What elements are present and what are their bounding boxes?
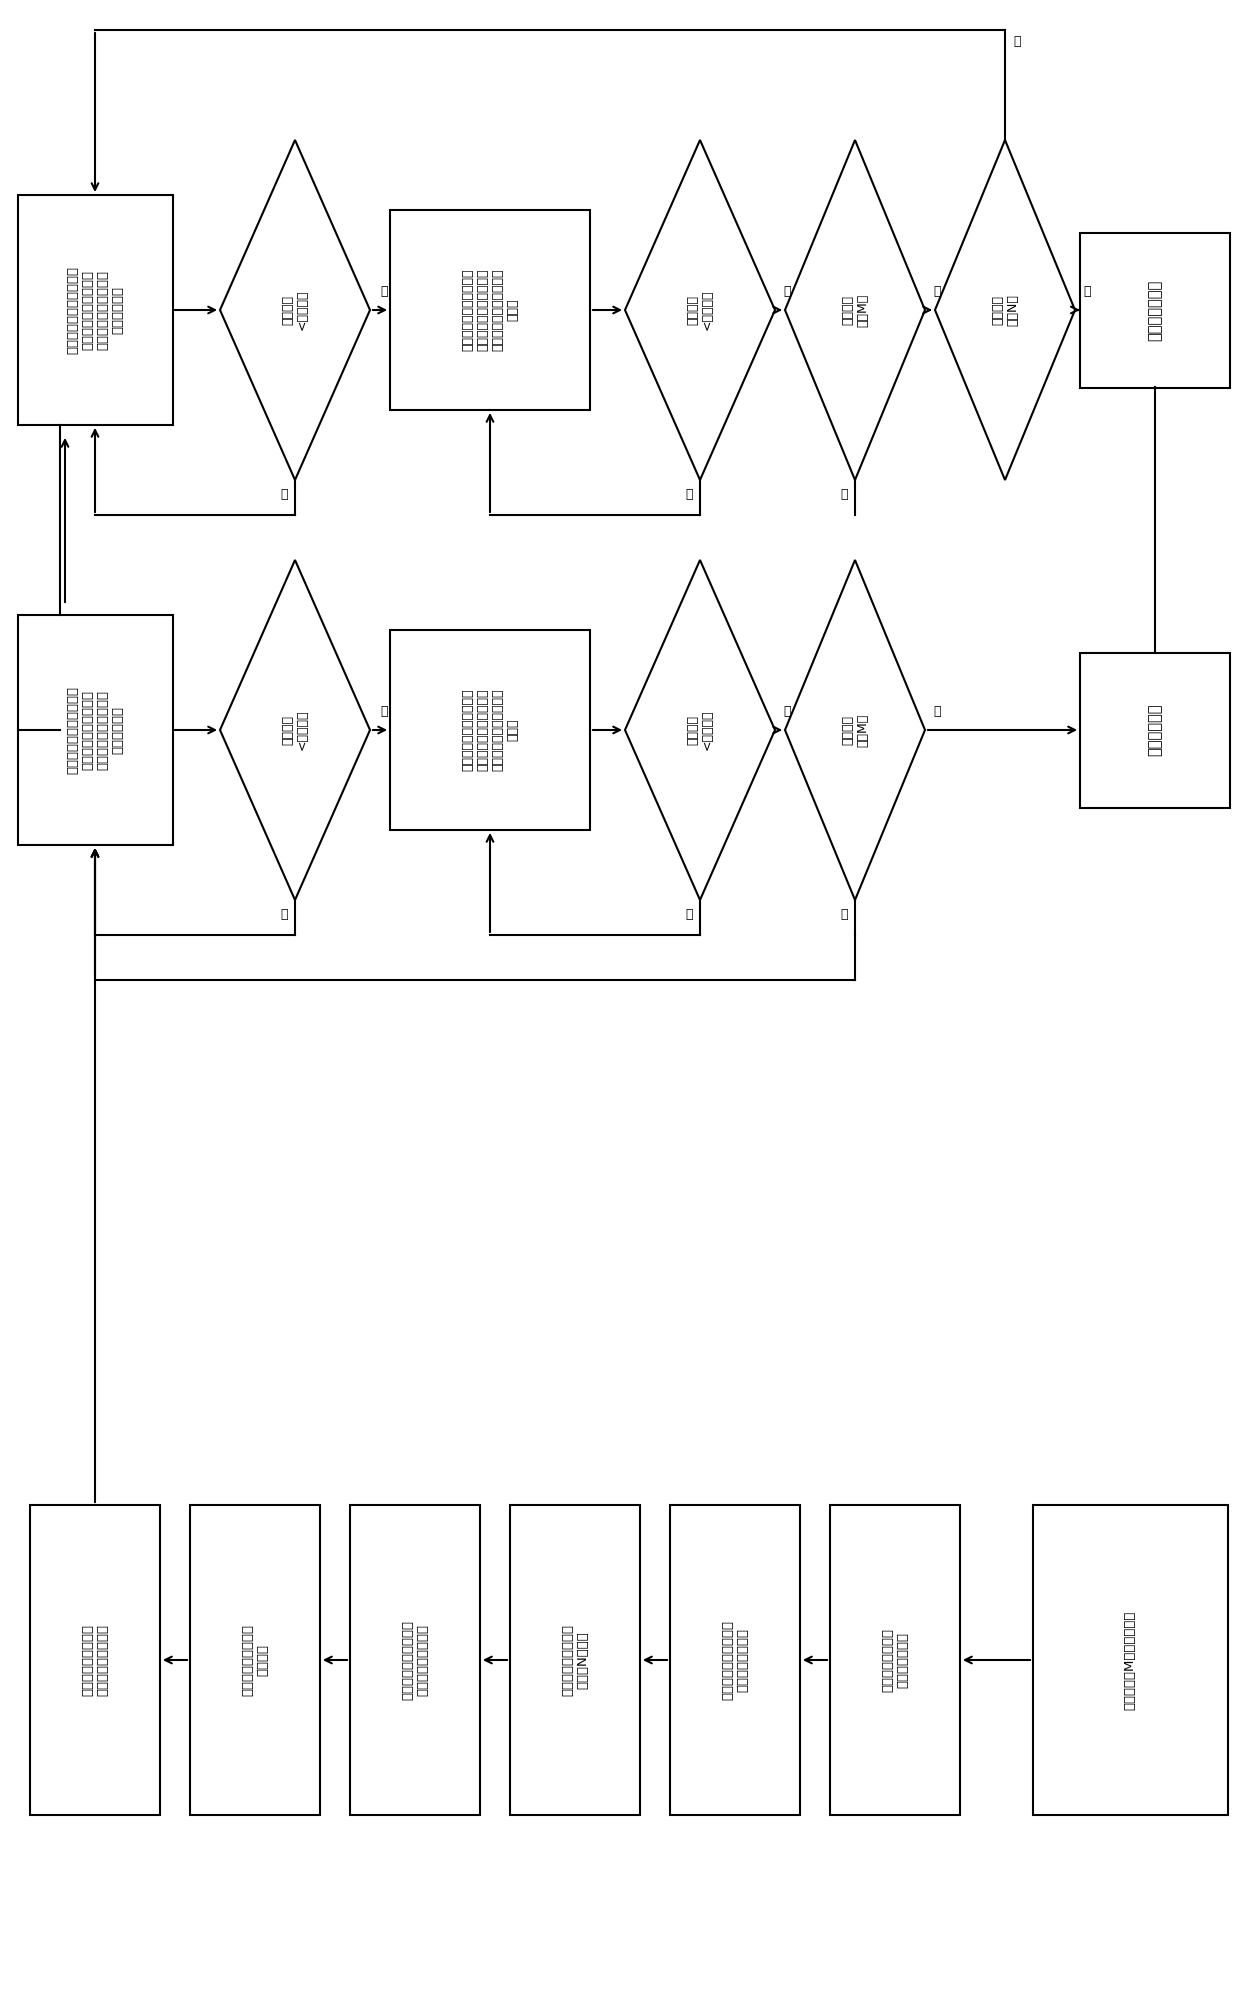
Polygon shape <box>625 560 775 900</box>
Text: 对每帧指静脉图像进行
多尺度的高斯滤波: 对每帧指静脉图像进行 多尺度的高斯滤波 <box>720 1619 749 1699</box>
Bar <box>1080 233 1230 388</box>
Text: 将叠加得到的二值图像的
噪声水平与当前叠加图像
的数量对应的噪声阈值进
行比较: 将叠加得到的二值图像的 噪声水平与当前叠加图像 的数量对应的噪声阈值进 行比较 <box>461 269 520 351</box>
Text: 是: 是 <box>1083 285 1090 299</box>
Polygon shape <box>785 560 925 900</box>
Text: 是: 是 <box>932 285 940 299</box>
Text: 否: 否 <box>839 488 847 502</box>
Text: 否: 否 <box>684 908 692 920</box>
Text: 循环次数
达到M次: 循环次数 达到M次 <box>841 713 869 747</box>
Text: 噪声水平
<噪声阈值: 噪声水平 <噪声阈值 <box>686 289 714 331</box>
Text: 将第一幅指脉图像对应的
噪声水平下当前二值图
像的数量与对应的噪声
阈值进行比较: 将第一幅指脉图像对应的 噪声水平下当前二值图 像的数量与对应的噪声 阈值进行比较 <box>66 267 124 355</box>
Bar <box>830 1506 960 1815</box>
Bar <box>510 1506 640 1815</box>
Text: 否: 否 <box>280 908 288 920</box>
Bar <box>391 629 590 831</box>
Text: 确定每帧二值图像的
噪声水平: 确定每帧二值图像的 噪声水平 <box>241 1623 269 1695</box>
Bar <box>350 1506 480 1815</box>
Bar <box>30 1506 160 1815</box>
Text: 循环次数
达到N次: 循环次数 达到N次 <box>991 295 1019 327</box>
Text: 是: 是 <box>932 705 940 717</box>
Text: 噪声水平
<噪声阈值: 噪声水平 <噪声阈值 <box>281 709 309 751</box>
Bar <box>17 616 172 845</box>
Text: 否: 否 <box>1013 36 1021 48</box>
Text: 将叠加得到的二值图像的
噪声水平与当前叠加图像
的数量对应的噪声阈值进
行比较: 将叠加得到的二值图像的 噪声水平与当前叠加图像 的数量对应的噪声阈值进 行比较 <box>461 689 520 771</box>
Bar <box>391 209 590 410</box>
Text: 否: 否 <box>684 488 692 502</box>
Text: 对每帧指静脉图像
进行归一化处理: 对每帧指静脉图像 进行归一化处理 <box>880 1627 909 1691</box>
Polygon shape <box>219 139 370 480</box>
Text: 是: 是 <box>782 285 791 299</box>
Text: 得到每帧指静脉图像
对应的N帧图像: 得到每帧指静脉图像 对应的N帧图像 <box>560 1623 589 1695</box>
Text: 采集用户的M帧指静脉图像: 采集用户的M帧指静脉图像 <box>1123 1610 1137 1709</box>
Text: 噪声水平
<噪声阈值: 噪声水平 <噪声阈值 <box>281 289 309 331</box>
Text: 镜面存在异物: 镜面存在异物 <box>1147 703 1163 757</box>
Bar <box>1033 1506 1228 1815</box>
Bar <box>190 1506 320 1815</box>
Text: 噪声水平
<噪声阈值: 噪声水平 <噪声阈值 <box>686 709 714 751</box>
Text: 否: 否 <box>280 488 288 502</box>
Text: 循环次数
达到M次: 循环次数 达到M次 <box>841 293 869 327</box>
Bar <box>670 1506 800 1815</box>
Text: 将第一幅指脉图像对应的
噪声水平下当前二值图
像的数量与对应的噪声
阈值进行比较: 将第一幅指脉图像对应的 噪声水平下当前二值图 像的数量与对应的噪声 阈值进行比较 <box>66 685 124 775</box>
Text: 镜面不存在异物: 镜面不存在异物 <box>1147 279 1163 341</box>
Polygon shape <box>935 139 1075 480</box>
Text: 是: 是 <box>379 285 387 299</box>
Text: 得到滤除指静脉信息而
保留噪声的二值图像: 得到滤除指静脉信息而 保留噪声的二值图像 <box>401 1619 429 1699</box>
Polygon shape <box>625 139 775 480</box>
Bar <box>17 195 172 424</box>
Polygon shape <box>785 139 925 480</box>
Text: 是: 是 <box>782 705 791 717</box>
Text: 是: 是 <box>379 705 387 717</box>
Bar <box>1080 653 1230 807</box>
Text: 否: 否 <box>839 908 847 920</box>
Polygon shape <box>219 560 370 900</box>
Text: 设定不同叠加图像的
数量对应的噪声阈值: 设定不同叠加图像的 数量对应的噪声阈值 <box>81 1623 109 1695</box>
